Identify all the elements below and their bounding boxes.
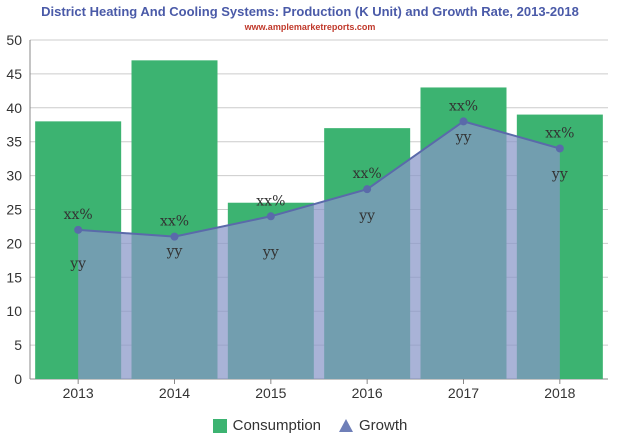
bar-data-label: yy (551, 166, 568, 182)
legend: Consumption Growth (0, 417, 620, 434)
x-tick-label: 2015 (255, 385, 286, 401)
bar-data-label: yy (455, 129, 472, 145)
bar-data-label: yy (69, 256, 86, 272)
legend-square-icon (212, 418, 227, 433)
y-tick-label: 50 (6, 32, 22, 48)
y-tick-label: 15 (6, 269, 22, 285)
x-tick-label: 2017 (448, 385, 479, 401)
chart-plot: 0 5 10 15 20 25 30 35 40 45 50 2013 2014 2015 2016 2017… (6, 32, 608, 401)
growth-point (74, 225, 83, 234)
growth-data-label: xx% (160, 214, 189, 230)
bar-data-label: yy (262, 244, 279, 260)
y-tick-label: 0 (14, 371, 22, 387)
y-tick-label: 40 (6, 100, 22, 116)
legend-label: Consumption (232, 417, 322, 434)
legend-label: Growth (359, 417, 408, 434)
growth-data-label: xx% (256, 193, 285, 209)
growth-point (363, 185, 372, 194)
bar-data-label: yy (358, 208, 375, 224)
y-tick-label: 10 (6, 303, 22, 319)
y-tick-label: 30 (6, 168, 22, 184)
x-tick-label: 2018 (544, 385, 575, 401)
chart-title: District Heating And Cooling Systems: Pr… (41, 4, 579, 19)
growth-point (555, 144, 564, 153)
growth-data-label: xx% (353, 166, 382, 182)
y-tick-label: 25 (6, 202, 22, 218)
y-tick-label: 20 (6, 235, 22, 251)
bar-data-label: yy (166, 244, 183, 260)
growth-point (266, 212, 275, 221)
growth-area (78, 121, 560, 380)
legend-item-growth[interactable]: Growth (339, 417, 407, 434)
growth-point (170, 232, 179, 241)
legend-item-consumption[interactable]: Consumption (212, 417, 322, 434)
y-tick-label: 5 (14, 337, 22, 353)
growth-point (459, 117, 468, 126)
y-tick-label: 35 (6, 134, 22, 150)
growth-line (78, 120, 561, 238)
legend-triangle-icon (339, 419, 354, 432)
x-tick-label: 2013 (63, 385, 94, 401)
x-tick-label: 2016 (352, 385, 383, 401)
growth-data-label: xx% (545, 125, 574, 141)
y-tick-label: 45 (6, 66, 22, 82)
growth-data-label: xx% (449, 98, 478, 114)
growth-data-label: xx% (64, 207, 93, 223)
chart-subtitle: www.amplemarketreports.com (244, 22, 376, 32)
x-tick-label: 2014 (159, 385, 190, 401)
